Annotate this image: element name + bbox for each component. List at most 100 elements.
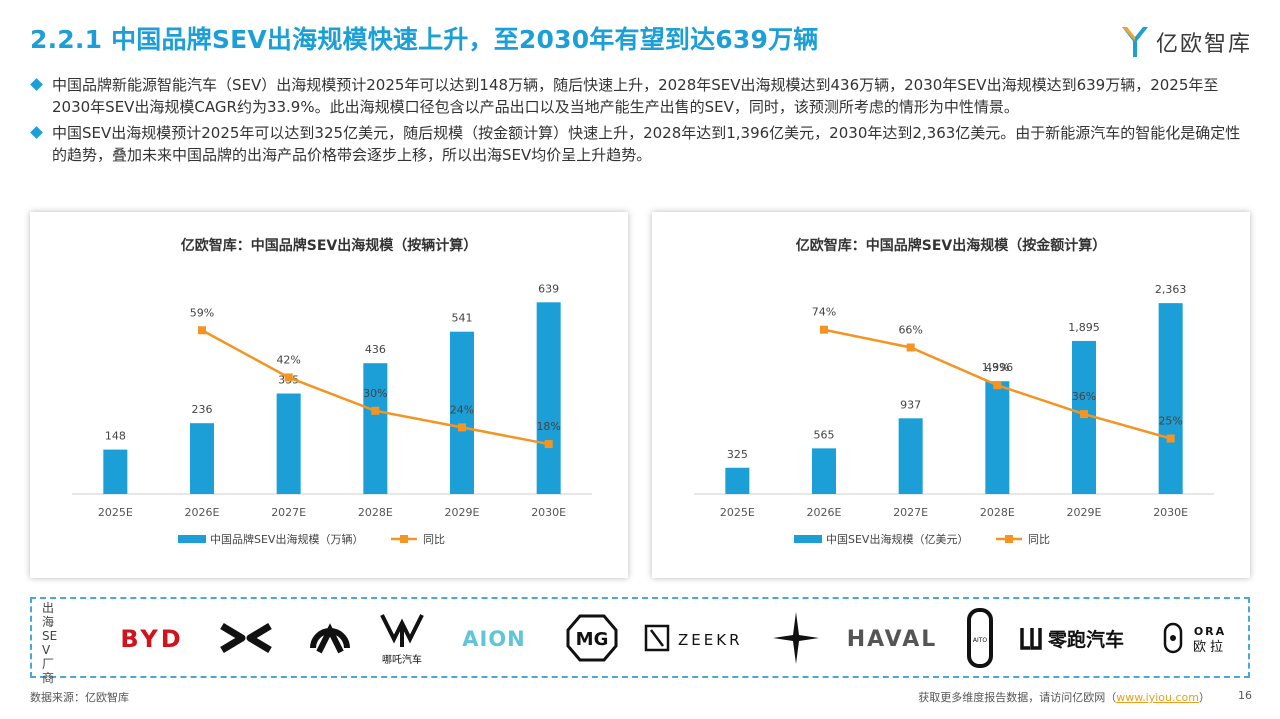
growth-point	[198, 326, 206, 335]
brand-text: 哪吒汽车	[382, 653, 422, 666]
bullet-text: 中国SEV出海规模预计2025年可以达到325亿美元，随后规模（按金额计算）快速…	[52, 124, 1241, 164]
bar	[985, 381, 1010, 494]
logo: 亿欧智库	[1120, 22, 1252, 62]
chart-panel-amount: 亿欧智库：中国品牌SEV出海规模（按金额计算） 325 2025E 565 2026E 9…	[652, 212, 1250, 578]
bar-value-label: 541	[452, 312, 473, 325]
growth-point	[371, 406, 380, 415]
growth-label: 25%	[1158, 415, 1182, 428]
brand-logo-mg: MG	[562, 599, 622, 676]
bar-value-label: 325	[727, 448, 748, 461]
bar	[190, 423, 214, 494]
brand-text: 零跑汽车	[1047, 628, 1124, 651]
chart-title: 亿欧智库：中国品牌SEV出海规模（按辆计算）	[181, 237, 477, 254]
brand-logo-ora: ORA 欧拉	[1162, 599, 1238, 676]
brand-logo-xpeng	[214, 599, 278, 676]
growth-point	[1166, 434, 1175, 443]
brand-logo-BYD: BYD	[102, 599, 202, 676]
x-tick-label: 2027E	[893, 506, 928, 519]
bar	[363, 363, 388, 494]
logo-text: 亿欧智库	[1155, 32, 1252, 57]
bar	[725, 467, 750, 494]
legend-line-marker	[400, 535, 408, 543]
brand-logo-neta: 哪吒汽车	[372, 599, 432, 676]
x-tick-label: 2028E	[358, 506, 393, 519]
page-title: 2.2.1 中国品牌SEV出海规模快速上升，至2030年有望到达639万辆	[30, 25, 819, 54]
brand-text: BYD	[120, 625, 183, 653]
brand-logo-nio	[300, 599, 360, 676]
diamond-bullet-icon	[30, 78, 43, 91]
growth-label: 66%	[898, 323, 922, 336]
chart-panel-units: 亿欧智库：中国品牌SEV出海规模（按辆计算）1482025E2362026E33…	[30, 212, 628, 578]
legend-bar-label: 中国品牌SEV出海规模（万辆）	[210, 532, 363, 546]
x-tick-label: 2026E	[807, 506, 842, 519]
legend-line-label: 同比	[1028, 533, 1050, 546]
brand-logo-aion: AION	[450, 599, 538, 676]
legend-bar-swatch	[794, 535, 822, 543]
page-number: 16	[1238, 689, 1252, 702]
bar	[1158, 303, 1183, 494]
x-tick-label: 2030E	[1153, 506, 1188, 519]
bar-value-label: 1,895	[1068, 321, 1100, 334]
brand-text: AITO	[973, 637, 988, 644]
bar-value-label: 148	[105, 430, 126, 443]
bar-value-label: 565	[814, 428, 835, 441]
growth-point	[906, 343, 915, 352]
footer-source: 数据来源：亿欧智库	[30, 691, 129, 704]
growth-point	[1080, 410, 1088, 419]
chart-svg: 亿欧智库：中国品牌SEV出海规模（按金额计算） 325 2025E 565 2026E 9…	[694, 237, 1214, 546]
growth-label: 74%	[812, 306, 836, 319]
footer-link-text: 获取更多维度报告数据，请访问亿欧网（www.iyiou.com）	[918, 689, 1210, 705]
bullet-text: 中国品牌新能源智能汽车（SEV）出海规模预计2025年可以达到148万辆，随后快…	[52, 76, 1219, 116]
brand-text: 欧拉	[1193, 640, 1227, 655]
growth-label: 36%	[1072, 390, 1096, 403]
x-tick-label: 2029E	[445, 506, 480, 519]
bar	[103, 449, 128, 494]
growth-label: 30%	[363, 387, 387, 400]
brand-text: ORA	[1194, 625, 1226, 638]
bar	[812, 448, 836, 494]
footer-more-prefix: 获取更多维度报告数据，请访问亿欧网（	[918, 691, 1117, 704]
bar	[898, 418, 923, 494]
chart-svg: 亿欧智库：中国品牌SEV出海规模（按辆计算）1482025E2362026E33…	[72, 237, 592, 546]
growth-label: 24%	[450, 403, 474, 416]
x-tick-label: 2029E	[1067, 506, 1102, 519]
footer-url-link[interactable]: www.iyiou.com	[1116, 691, 1199, 704]
brand-strip: 出海SEV厂商 BYD 哪吒汽车 AION MG ZEEKR HAVAL AITO 零跑汽车 O…	[30, 597, 1250, 685]
legend-bar-label: 中国SEV出海规模（亿美元）	[826, 532, 968, 546]
growth-label: 59%	[190, 306, 214, 319]
legend-line-marker	[1005, 535, 1013, 543]
growth-point	[993, 381, 1002, 390]
footer-more-suffix: ）	[1199, 691, 1210, 704]
growth-point	[284, 373, 293, 382]
bullet-1: 中国品牌新能源智能汽车（SEV）出海规模预计2025年可以达到148万辆，随后快…	[30, 74, 1254, 118]
brand-text: MG	[576, 629, 609, 650]
x-tick-label: 2025E	[720, 506, 755, 519]
brand-text: HAVAL	[847, 627, 938, 652]
bullet-list: 中国品牌新能源智能汽车（SEV）出海规模预计2025年可以达到148万辆，随后快…	[30, 74, 1254, 170]
bar-value-label: 937	[900, 398, 921, 411]
brand-logo-haval: HAVAL	[832, 599, 952, 676]
bar-value-label: 639	[538, 282, 559, 295]
brand-logo-zeekr: ZEEKR	[644, 599, 758, 676]
brand-logo-leapmotor: 零跑汽车	[1018, 599, 1148, 676]
logo-icon	[1121, 27, 1148, 57]
x-tick-label: 2027E	[271, 506, 306, 519]
x-tick-label: 2025E	[98, 506, 133, 519]
bullet-2: 中国SEV出海规模预计2025年可以达到325亿美元，随后规模（按金额计算）快速…	[30, 122, 1254, 166]
diamond-bullet-icon	[30, 126, 43, 139]
brand-logo-polestar	[768, 599, 824, 676]
bar-value-label: 236	[192, 403, 213, 416]
bar-value-label: 436	[365, 343, 386, 356]
x-tick-label: 2028E	[980, 506, 1015, 519]
brand-text: ZEEKR	[678, 631, 743, 649]
growth-label: 18%	[536, 420, 560, 433]
brand-logo-aito: AITO	[962, 599, 998, 676]
bar-value-label: 2,363	[1155, 283, 1187, 296]
bar-value-label: 1,396	[982, 361, 1014, 374]
legend-line-label: 同比	[423, 533, 445, 546]
x-tick-label: 2026E	[185, 506, 220, 519]
growth-point	[458, 423, 466, 432]
legend-bar-swatch	[178, 535, 206, 543]
bar	[536, 302, 561, 494]
x-tick-label: 2030E	[531, 506, 566, 519]
